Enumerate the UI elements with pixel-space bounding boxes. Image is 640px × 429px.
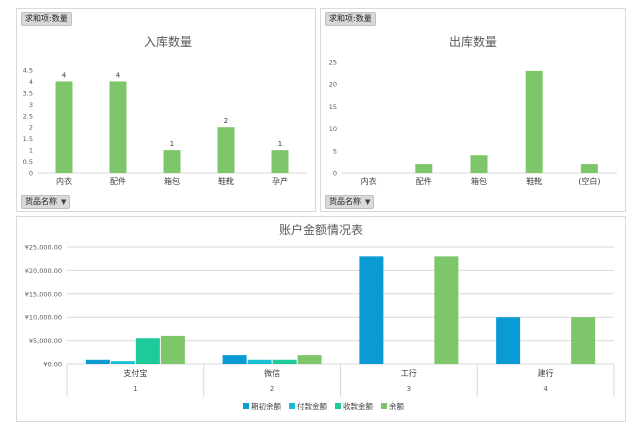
category-field-button[interactable]: 货品名称 ▼ (325, 195, 375, 209)
data-label: 2 (224, 117, 228, 125)
y-tick-label: 1.5 (23, 135, 33, 143)
value-field-label: 求和项:数量 (25, 14, 68, 23)
y-tick-label: ¥20,000.00 (25, 267, 62, 275)
bar (217, 127, 235, 173)
x-tick-label: 鞋靴 (526, 176, 542, 186)
y-tick-label: 0.5 (23, 158, 33, 166)
x-tick-label: 配件 (416, 176, 432, 186)
bar (525, 70, 543, 173)
x-tick-label: 微信 (264, 368, 280, 378)
x-tick-label: 孕产 (272, 176, 288, 186)
bar (359, 256, 384, 364)
x-tick-label: 箱包 (471, 176, 487, 186)
y-tick-label: ¥0.00 (43, 361, 62, 369)
data-label: 1 (278, 140, 282, 148)
x-tick-label: 工行 (401, 368, 417, 378)
bar (135, 338, 160, 364)
y-tick-label: 4 (29, 78, 33, 86)
legend-swatch (243, 403, 249, 409)
legend-swatch (381, 403, 387, 409)
x-subtick-label: 2 (270, 385, 274, 393)
caret-down-icon: ▼ (365, 198, 371, 206)
data-label: 4 (62, 71, 67, 79)
bar (415, 164, 433, 173)
y-tick-label: 3.5 (23, 89, 33, 97)
outbound-bar-chart: 出库数量 0 5 10 15 20 25 内衣 配件 箱包 鞋靴 (空白) (329, 34, 617, 186)
bar (434, 256, 459, 364)
legend-label: 付款金额 (297, 401, 327, 411)
x-subtick-label: 3 (407, 385, 411, 393)
y-tick-label: 2.5 (23, 112, 33, 120)
bar (85, 359, 110, 364)
category-field-label: 货品名称 (329, 197, 361, 206)
y-tick-label: 4.5 (23, 67, 33, 75)
x-tick-label: 内衣 (361, 176, 377, 186)
outbound-chart-panel: 求和项:数量 出库数量 0 5 10 15 20 25 内衣 配件 箱包 鞋靴 (空白) 货品名称 ▼ (320, 8, 626, 212)
bar (163, 150, 181, 173)
bar (110, 361, 135, 364)
x-tick-label: (空白) (578, 176, 600, 186)
x-subtick-label: 4 (543, 385, 548, 393)
y-tick-label: 5 (333, 147, 337, 155)
x-tick-label: 配件 (110, 176, 126, 186)
bar (571, 317, 596, 364)
chart-title: 出库数量 (449, 34, 497, 49)
bar (580, 164, 598, 173)
legend-label: 收款金额 (343, 401, 373, 411)
account-grouped-bar-chart: 账户金额情况表 ¥0.00 ¥5,000.00 ¥10,000.00 ¥15,000.0… (25, 222, 615, 411)
value-field-label: 求和项:数量 (329, 14, 372, 23)
bar (160, 335, 185, 364)
legend-swatch (289, 403, 295, 409)
value-field-button[interactable]: 求和项:数量 (21, 12, 72, 26)
bar (271, 150, 289, 173)
data-label: 1 (170, 140, 174, 148)
bar (247, 359, 272, 364)
y-tick-label: ¥25,000.00 (25, 244, 62, 252)
value-field-button[interactable]: 求和项:数量 (325, 12, 376, 26)
bar (496, 317, 521, 364)
bar (55, 81, 73, 173)
chart-title: 入库数量 (144, 34, 192, 49)
y-tick-label: 1 (29, 147, 33, 155)
x-tick-label: 建行 (538, 368, 554, 378)
legend-swatch (335, 403, 341, 409)
caret-down-icon: ▼ (61, 198, 67, 206)
y-tick-label: ¥10,000.00 (25, 314, 62, 322)
bar (222, 355, 247, 364)
y-tick-label: 10 (329, 125, 337, 133)
bar (272, 359, 297, 364)
y-tick-label: 0 (333, 170, 337, 178)
y-tick-label: 20 (329, 81, 337, 89)
bar (109, 81, 127, 173)
category-field-button[interactable]: 货品名称 ▼ (21, 195, 71, 209)
legend-label: 余额 (389, 401, 404, 411)
y-tick-label: ¥5,000.00 (29, 337, 62, 345)
chart-title: 账户金额情况表 (279, 222, 363, 237)
bar (297, 355, 322, 364)
x-tick-label: 支付宝 (123, 368, 147, 378)
bar (470, 155, 488, 173)
y-tick-label: 15 (329, 103, 337, 111)
inbound-bar-chart: 入库数量 0 0.5 1 1.5 2 2.5 3 3.5 4 4.5 4 内衣 4 配件 1 箱包 2 鞋靴 1 孕产 (23, 34, 307, 186)
x-tick-label: 鞋靴 (218, 176, 234, 186)
account-chart-panel: 账户金额情况表 ¥0.00 ¥5,000.00 ¥10,000.00 ¥15,000.0… (16, 216, 626, 422)
data-label: 4 (116, 71, 121, 79)
y-tick-label: 25 (329, 59, 337, 67)
y-tick-label: 0 (29, 170, 33, 178)
category-field-label: 货品名称 (25, 197, 57, 206)
x-subtick-label: 1 (133, 385, 137, 393)
legend-label: 期初余额 (251, 401, 281, 411)
x-tick-label: 箱包 (164, 176, 180, 186)
y-tick-label: ¥15,000.00 (25, 290, 62, 298)
y-tick-label: 2 (29, 124, 33, 132)
x-tick-label: 内衣 (56, 176, 72, 186)
inbound-chart-panel: 求和项:数量 入库数量 0 0.5 1 1.5 2 2.5 3 3.5 4 4.5 4 内衣 4 配件 1 箱包… (16, 8, 316, 212)
y-tick-label: 3 (29, 101, 33, 109)
